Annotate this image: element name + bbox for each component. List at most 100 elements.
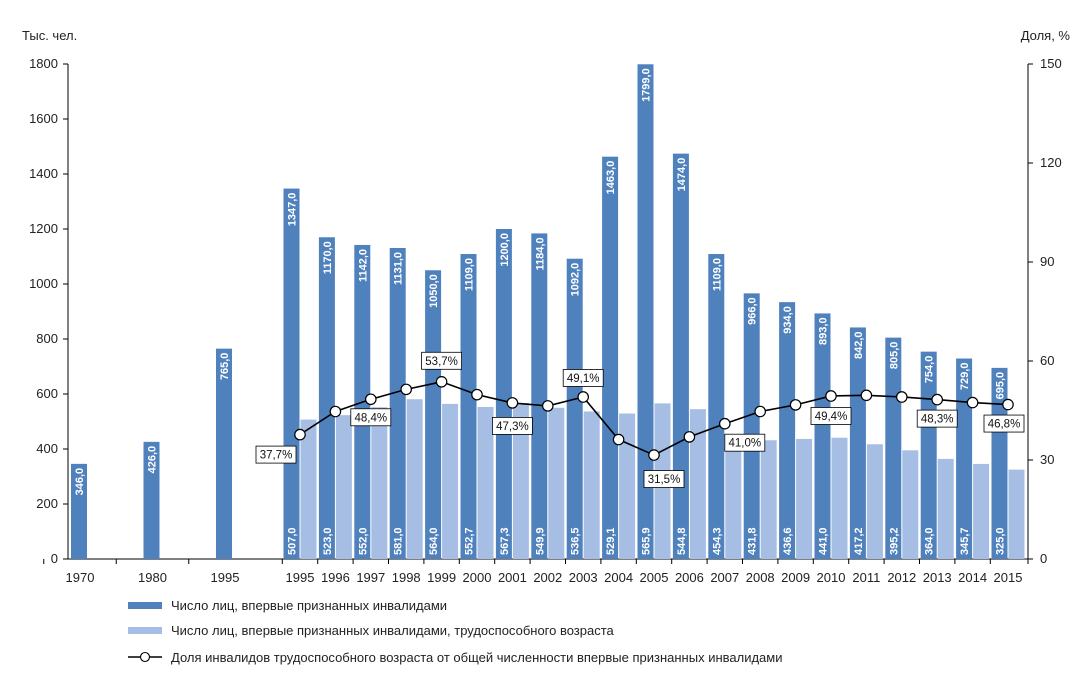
bar-working-age bbox=[973, 463, 990, 559]
y-left-tick-label: 0 bbox=[51, 551, 58, 566]
y-left-tick-label: 1600 bbox=[29, 111, 58, 126]
bar-total-label: 1131,0 bbox=[393, 252, 405, 285]
y-left-tick-label: 800 bbox=[36, 331, 58, 346]
legend: Число лиц, впервые признанных инвалидами… bbox=[128, 598, 783, 665]
share-label: 46,8% bbox=[988, 419, 1021, 431]
x-tick-label: 1998 bbox=[392, 570, 421, 585]
bar-working-age-label: 536,5 bbox=[570, 527, 582, 555]
x-tick-label: 2007 bbox=[710, 570, 739, 585]
share-point bbox=[895, 391, 908, 403]
y-left-tick-label: 1800 bbox=[29, 56, 58, 71]
x-tick-label: 2002 bbox=[533, 570, 562, 585]
bar-working-age-label: 552,0 bbox=[357, 527, 369, 555]
bar-total bbox=[849, 327, 866, 559]
share-point bbox=[506, 397, 519, 409]
x-tick-label: 2000 bbox=[463, 570, 492, 585]
bars bbox=[71, 64, 1025, 560]
bar-total bbox=[602, 156, 619, 560]
share-label: 48,3% bbox=[921, 414, 954, 426]
bar-total-label: 1347,0 bbox=[287, 193, 299, 227]
bar-total bbox=[885, 337, 902, 559]
bar-total bbox=[920, 351, 937, 559]
bar-working-age-label: 581,0 bbox=[393, 527, 405, 555]
share-label: 47,3% bbox=[496, 421, 529, 433]
bar-working-age bbox=[442, 403, 459, 559]
legend-swatch-working-age bbox=[128, 627, 162, 634]
bar-working-age bbox=[406, 399, 423, 559]
bar-total-label: 695,0 bbox=[995, 372, 1007, 400]
bar-total-label: 765,0 bbox=[219, 353, 231, 381]
x-tick-label: 2010 bbox=[817, 570, 846, 585]
bar-working-age-label: 395,2 bbox=[888, 527, 900, 555]
bar-working-age-label: 325,0 bbox=[995, 527, 1007, 555]
share-point bbox=[825, 390, 837, 402]
y-axis-left-title: Тыс. чел. bbox=[22, 28, 77, 43]
bar-total bbox=[495, 229, 512, 559]
bar-total-label: 1474,0 bbox=[676, 158, 688, 192]
share-label: 41,0% bbox=[728, 438, 761, 450]
bar-working-age-label: 436,6 bbox=[782, 527, 794, 555]
share-point bbox=[683, 431, 696, 443]
share-point bbox=[294, 428, 306, 441]
share-point bbox=[789, 399, 802, 411]
x-tick-label: 2008 bbox=[746, 570, 775, 585]
bar-working-age-label: 523,0 bbox=[322, 527, 334, 555]
bar-total-label: 1109,0 bbox=[464, 258, 476, 291]
share-label: 53,7% bbox=[425, 356, 458, 368]
bar-total-label: 1463,0 bbox=[605, 161, 617, 195]
bar-total bbox=[779, 302, 796, 559]
share-label-box bbox=[983, 414, 1025, 433]
bar-total bbox=[531, 233, 548, 559]
share-label: 48,4% bbox=[354, 412, 387, 424]
bar-total bbox=[71, 463, 87, 559]
bar-total bbox=[143, 441, 160, 559]
bar-total-label: 1050,0 bbox=[428, 274, 440, 308]
bar-total-label: 1799,0 bbox=[641, 68, 653, 102]
share-label: 37,7% bbox=[260, 450, 293, 462]
bar-working-age bbox=[477, 407, 494, 559]
bar-total bbox=[216, 348, 232, 559]
bar-working-age bbox=[689, 409, 706, 559]
bar-working-age bbox=[619, 413, 636, 559]
bar-total bbox=[743, 293, 760, 559]
y-left-tick-label: 1200 bbox=[29, 221, 58, 236]
bar-working-age bbox=[937, 458, 954, 559]
share-point bbox=[612, 433, 625, 446]
share-label-box bbox=[350, 408, 392, 427]
x-tick-label: 2001 bbox=[498, 570, 527, 585]
bar-total bbox=[389, 247, 406, 559]
y-right-tick-label: 30 bbox=[1040, 452, 1054, 467]
x-tick-label: 2013 bbox=[923, 570, 952, 585]
y-left-tick-label: 400 bbox=[36, 441, 58, 456]
bar-total-label: 1170,0 bbox=[322, 241, 334, 274]
legend-label-working-age: Число лиц, впервые признанных инвалидами… bbox=[171, 623, 615, 638]
bar-working-age bbox=[760, 440, 777, 559]
bar-total-label: 934,0 bbox=[782, 306, 794, 334]
bar-total bbox=[637, 64, 654, 560]
x-tick-label: 1970 bbox=[66, 570, 95, 585]
bar-working-age bbox=[335, 415, 352, 559]
bar-total bbox=[425, 270, 442, 559]
bar-working-age-label: 552,7 bbox=[464, 527, 476, 555]
share-label-box bbox=[810, 407, 852, 425]
bar-total-label: 426,0 bbox=[147, 446, 159, 474]
share-point bbox=[860, 389, 873, 402]
bar-working-age-label: 529,1 bbox=[605, 527, 617, 555]
bar-total-label: 1109,0 bbox=[711, 258, 723, 291]
bar-total-label: 966,0 bbox=[747, 297, 759, 325]
x-tick-label: 1999 bbox=[427, 570, 456, 585]
bar-working-age-label: 549,9 bbox=[534, 527, 546, 555]
bar-total bbox=[956, 358, 973, 559]
share-point bbox=[931, 393, 943, 406]
bar-total bbox=[814, 313, 831, 559]
y-right-tick-label: 90 bbox=[1040, 254, 1054, 269]
bar-working-age-label: 345,7 bbox=[959, 527, 971, 555]
bar-working-age bbox=[583, 411, 600, 559]
data-labels: 346,0 426,0 765,0 1347,0 1170,0 1142,0 1131,0 1… bbox=[74, 68, 1025, 555]
bar-total bbox=[566, 258, 583, 559]
bar-working-age-label: 564,0 bbox=[428, 527, 440, 555]
bar-working-age-label: 567,3 bbox=[499, 527, 511, 555]
bar-total-label: 729,0 bbox=[959, 363, 971, 391]
bar-total-label: 842,0 bbox=[853, 331, 865, 359]
legend-swatch-total bbox=[128, 602, 162, 609]
